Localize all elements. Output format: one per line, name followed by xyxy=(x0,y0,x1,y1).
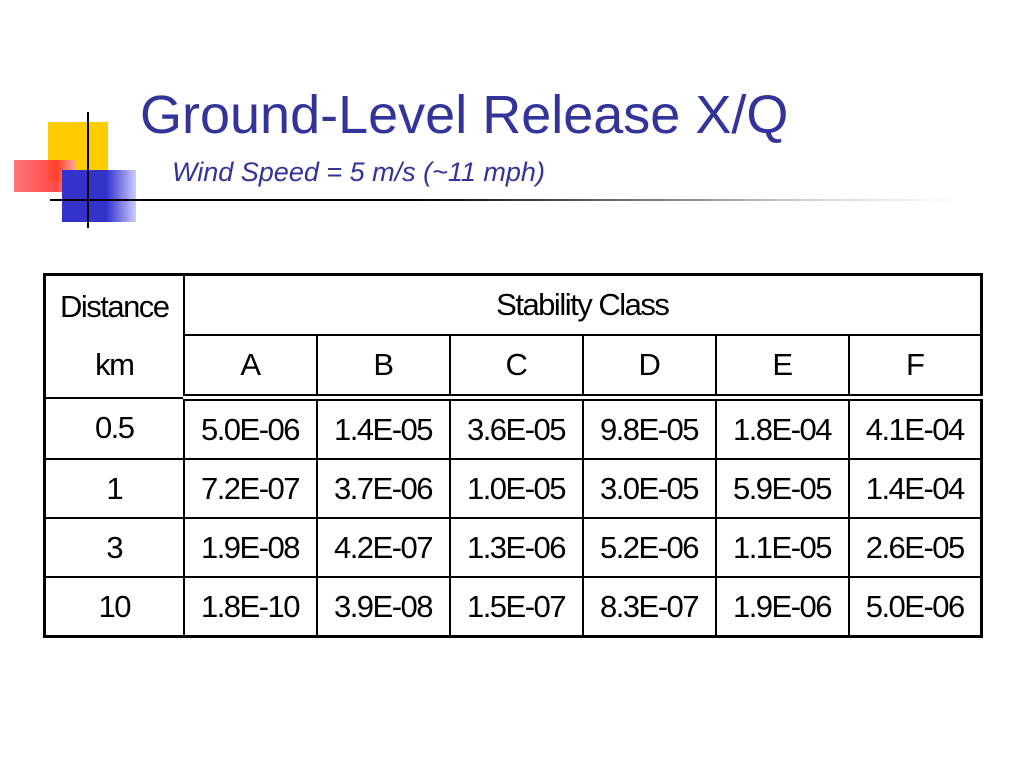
distance-cell: 0.5 xyxy=(43,396,185,460)
value-cell: 1.9E-06 xyxy=(714,576,850,638)
value-cell: 3.7E-06 xyxy=(315,458,451,519)
value-cell: 1.0E-05 xyxy=(448,458,584,519)
data-table: Distance km Stability Class A B C D E F 0.5 5.0E-0… xyxy=(43,273,983,638)
column-header: D xyxy=(581,334,717,401)
corner-line: km xyxy=(95,347,135,383)
column-header: F xyxy=(847,334,983,401)
title: Ground-Level Release X/Q xyxy=(140,85,789,145)
value-cell: 1.5E-07 xyxy=(448,576,584,638)
corner-cell: Distance km xyxy=(43,273,185,399)
column-header: B xyxy=(315,334,451,401)
value-cell: 3.6E-05 xyxy=(448,396,584,460)
value-cell: 5.2E-06 xyxy=(581,517,717,578)
value-cell: 1.9E-08 xyxy=(182,517,318,578)
value-cell: 3.9E-08 xyxy=(315,576,451,638)
value-cell: 4.1E-04 xyxy=(847,396,983,460)
table-row: 10 1.8E-10 3.9E-08 1.5E-07 8.3E-07 1.9E-06 5.0… xyxy=(43,576,983,638)
value-cell: 5.9E-05 xyxy=(714,458,850,519)
column-header: E xyxy=(714,334,850,401)
deco-blue xyxy=(62,170,136,222)
distance-cell: 3 xyxy=(43,517,185,578)
column-header: A xyxy=(182,334,318,401)
header-row: Distance km Stability Class xyxy=(43,273,983,399)
value-cell: 3.0E-05 xyxy=(581,458,717,519)
subtitle: Wind Speed = 5 m/s (~11 mph) xyxy=(172,157,545,187)
value-cell: 1.1E-05 xyxy=(714,517,850,578)
value-cell: 1.4E-04 xyxy=(847,458,983,519)
value-cell: 1.3E-06 xyxy=(448,517,584,578)
value-cell: 1.4E-05 xyxy=(315,396,451,460)
value-cell: 5.0E-06 xyxy=(182,396,318,460)
deco-vline xyxy=(87,112,89,228)
corner-line: Distance xyxy=(59,289,170,325)
deco-hline xyxy=(50,199,960,201)
value-cell: 4.2E-07 xyxy=(315,517,451,578)
column-header: C xyxy=(448,334,584,401)
value-cell: 2.6E-05 xyxy=(847,517,983,578)
value-cell: 1.8E-10 xyxy=(182,576,318,638)
value-cell: 7.2E-07 xyxy=(182,458,318,519)
distance-cell: 10 xyxy=(43,576,185,638)
distance-cell: 1 xyxy=(43,458,185,519)
group-header: Stability Class xyxy=(182,273,983,336)
value-cell: 9.8E-05 xyxy=(581,396,717,460)
value-cell: 5.0E-06 xyxy=(847,576,983,638)
table-row: 3 1.9E-08 4.2E-07 1.3E-06 5.2E-06 1.1E-05 2.6E… xyxy=(43,517,983,578)
table-row: 0.5 5.0E-06 1.4E-05 3.6E-05 9.8E-05 1.8E-04 4.… xyxy=(43,396,983,460)
table-row: 1 7.2E-07 3.7E-06 1.0E-05 3.0E-05 5.9E-05 1.4E… xyxy=(43,458,983,519)
value-cell: 1.8E-04 xyxy=(714,396,850,460)
value-cell: 8.3E-07 xyxy=(581,576,717,638)
